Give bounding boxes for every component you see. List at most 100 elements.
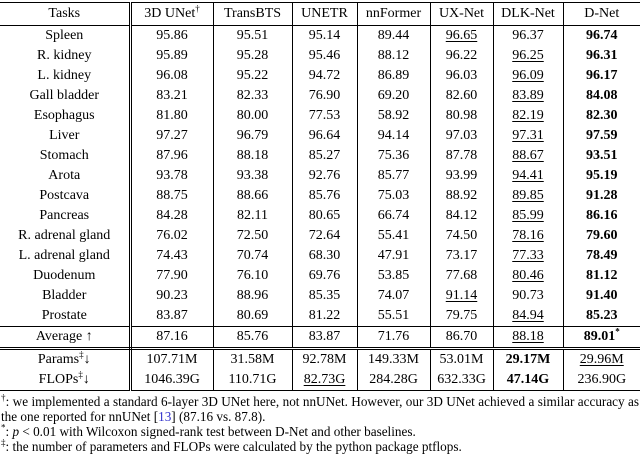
value-cell: 84.12: [430, 206, 494, 226]
footnote-separator: :: [5, 424, 13, 439]
table-row-prostate: Prostate 83.87 80.69 81.22 55.51 79.75 84.94 85…: [0, 306, 640, 327]
value-cell: 107.71M: [130, 348, 214, 370]
header-row: Tasks 3D UNet† TransBTS UNETR nnFormer UX-Net…: [0, 2, 640, 26]
value-cell: 97.27: [130, 126, 214, 146]
value-cell: 80.65: [292, 206, 358, 226]
table-row-average: Average ↑ 87.16 85.76 83.87 71.76 86.70 88.18 8…: [0, 326, 640, 350]
value-cell: 68.30: [292, 246, 358, 266]
average-section: Average ↑ 87.16 85.76 83.87 71.76 86.70 88.18 8…: [0, 326, 640, 350]
footnote-marker: *: [1, 422, 6, 433]
value-cell: 80.98: [430, 106, 494, 126]
value-cell: 53.01M: [430, 348, 494, 370]
row-label-bladder: Bladder: [0, 286, 132, 306]
column-header-ux-net: UX-Net: [430, 2, 494, 26]
footnote-text-italic-p: p: [12, 424, 20, 439]
value-cell: 95.19: [586, 168, 618, 183]
table-row-liver: Liver 97.27 96.79 96.64 94.14 97.03 97.31 97.59: [0, 126, 640, 146]
row-label-average: Average ↑: [0, 326, 132, 350]
table-row-bladder: Bladder 90.23 88.96 85.35 74.07 91.14 90.73 91.…: [0, 286, 640, 306]
value-cell: 88.67: [493, 146, 564, 166]
value-cell: 89.44: [357, 25, 431, 46]
value-cell: 86.16: [586, 208, 618, 223]
citation-link[interactable]: 13: [158, 409, 172, 424]
value-cell: 284.28G: [357, 370, 431, 391]
value-cell: 95.46: [292, 46, 358, 66]
table-row-gall-bladder: Gall bladder 83.21 82.33 76.90 69.20 82.60 83.…: [0, 86, 640, 106]
value-cell: 47.14G: [493, 370, 564, 391]
value-cell: 84.94: [493, 306, 564, 327]
value-cell: 58.92: [357, 106, 431, 126]
value-cell: 78.16: [493, 226, 564, 246]
value-cell: 77.68: [430, 266, 494, 286]
row-label-arota: Arota: [0, 166, 132, 186]
table-row-l-kidney: L. kidney 96.08 95.22 94.72 86.89 96.03 96.09 9…: [0, 66, 640, 86]
stats-section: Params‡↓ 107.71M 31.58M 92.78M 149.33M 53.01M…: [0, 348, 640, 391]
value-cell: 75.03: [357, 186, 431, 206]
value-cell: 95.28: [213, 46, 293, 66]
value-cell: 81.12: [586, 268, 618, 283]
table-row-r-kidney: R. kidney 95.89 95.28 95.46 88.12 96.22 96.25 9…: [0, 46, 640, 66]
value-cell: 97.03: [430, 126, 494, 146]
value-cell: 96.74: [586, 28, 618, 43]
value-cell: 96.17: [586, 68, 618, 83]
value-cell: 90.73: [493, 286, 564, 306]
value-cell: 89.01*: [563, 326, 640, 350]
footnote-text: the number of parameters and FLOPs were …: [12, 439, 462, 454]
value-cell: 80.00: [213, 106, 293, 126]
footnote-separator: :: [5, 394, 13, 409]
value-cell: 82.30: [586, 108, 618, 123]
value-cell: 92.76: [292, 166, 358, 186]
value-cell: 236.90G: [563, 370, 640, 391]
value-cell: 82.60: [430, 86, 494, 106]
value-cell: 93.51: [586, 148, 618, 163]
row-label-esophagus: Esophagus: [0, 106, 132, 126]
value-cell: 88.66: [213, 186, 293, 206]
value-cell: 85.99: [493, 206, 564, 226]
value-cell: 76.02: [130, 226, 214, 246]
value-cell: 82.33: [213, 86, 293, 106]
value-cell: 88.18: [493, 326, 564, 350]
value-cell: 77.90: [130, 266, 214, 286]
value-cell: 77.53: [292, 106, 358, 126]
value-cell: 76.90: [292, 86, 358, 106]
value-cell: 88.75: [130, 186, 214, 206]
value-cell: 87.96: [130, 146, 214, 166]
value-cell: 83.87: [292, 326, 358, 350]
value-cell: 110.71G: [213, 370, 293, 391]
value-cell: 80.46: [493, 266, 564, 286]
table-row-esophagus: Esophagus 81.80 80.00 77.53 58.92 80.98 82.19 8…: [0, 106, 640, 126]
row-label-gall-bladder: Gall bladder: [0, 86, 132, 106]
row-label-l-adrenal-gland: L. adrenal gland: [0, 246, 132, 266]
column-header-dlk-net: DLK-Net: [493, 2, 564, 26]
value-cell: 91.40: [586, 288, 618, 303]
value-cell: 96.64: [292, 126, 358, 146]
value-cell: 96.08: [130, 66, 214, 86]
footnote-text: we implemented a standard 6-layer 3D UNe…: [1, 394, 639, 424]
value-cell: 83.87: [130, 306, 214, 327]
value-cell: 81.80: [130, 106, 214, 126]
table-row-params: Params‡↓ 107.71M 31.58M 92.78M 149.33M 53.01M…: [0, 348, 640, 370]
value-cell: 71.76: [357, 326, 431, 350]
footnote-marker: †: [1, 392, 6, 403]
value-cell: 95.22: [213, 66, 293, 86]
table-row-flops: FLOPs‡↓ 1046.39G 110.71G 82.73G 284.28G 632.3…: [0, 370, 640, 391]
row-label-r-kidney: R. kidney: [0, 46, 132, 66]
value-cell: 96.65: [430, 25, 494, 46]
value-cell: 85.76: [292, 186, 358, 206]
value-cell: 83.89: [493, 86, 564, 106]
column-header-nnformer: nnFormer: [357, 2, 431, 26]
value-cell: 29.96M: [579, 352, 624, 367]
column-header-tasks: Tasks: [0, 2, 132, 26]
citation-bracket: ]: [171, 409, 176, 424]
value-cell: 94.14: [357, 126, 431, 146]
citation-bracket: [: [153, 409, 159, 424]
value-cell: 47.91: [357, 246, 431, 266]
footnote-asterisk: *: p < 0.01 with Wilcoxon signed-rank te…: [1, 422, 639, 439]
value-cell: 55.41: [357, 226, 431, 246]
value-cell: 91.14: [430, 286, 494, 306]
value-cell: 31.58M: [213, 348, 293, 370]
table-row-stomach: Stomach 87.96 88.18 85.27 75.36 87.78 88.67 93.…: [0, 146, 640, 166]
value-cell: 92.78M: [292, 348, 358, 370]
value-cell: 74.43: [130, 246, 214, 266]
row-label-liver: Liver: [0, 126, 132, 146]
